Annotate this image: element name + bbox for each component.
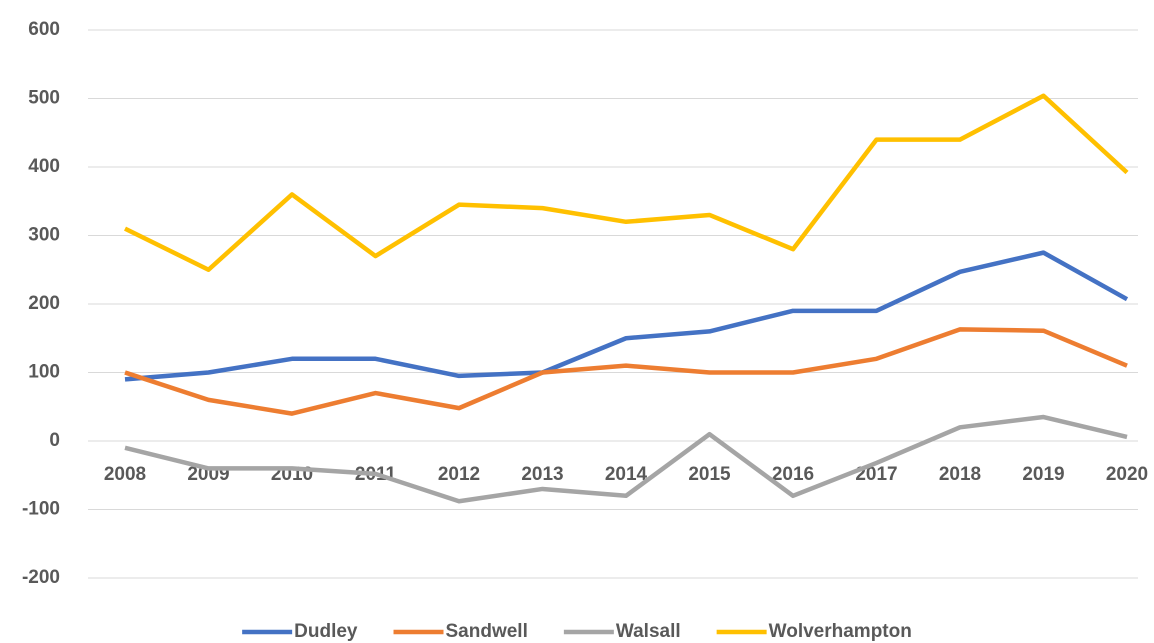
y-tick-label: 100 (28, 362, 60, 383)
x-tick-label: 2012 (438, 464, 480, 485)
x-tick-label: 2014 (605, 464, 648, 485)
legend-label: Sandwell (446, 621, 528, 642)
y-tick-label: -100 (22, 499, 60, 520)
x-tick-label: 2020 (1106, 464, 1148, 485)
legend-label: Walsall (616, 621, 681, 642)
x-tick-label: 2013 (521, 464, 563, 485)
y-tick-label: 500 (28, 88, 60, 109)
series-line (124, 414, 1128, 504)
series-line (124, 327, 1128, 416)
y-tick-label: 400 (28, 156, 60, 177)
y-tick-label: 200 (28, 293, 60, 314)
x-tick-label: 2016 (772, 464, 814, 485)
legend: Dudley Sandwell Walsall Wolverhampton (242, 621, 912, 642)
legend-label: Dudley (294, 621, 358, 642)
x-tick-label: 2018 (939, 464, 981, 485)
y-tick-label: 600 (28, 19, 60, 40)
y-tick-label: -200 (22, 567, 60, 588)
legend-label: Wolverhampton (769, 621, 912, 642)
y-tick-label: 0 (49, 430, 60, 451)
y-tick-label: 300 (28, 225, 60, 246)
x-tick-label: 2019 (1022, 464, 1064, 485)
series-line (124, 250, 1129, 382)
x-tick-label: 2008 (104, 464, 146, 485)
series-line (124, 93, 1129, 272)
x-tick-label: 2015 (688, 464, 731, 485)
